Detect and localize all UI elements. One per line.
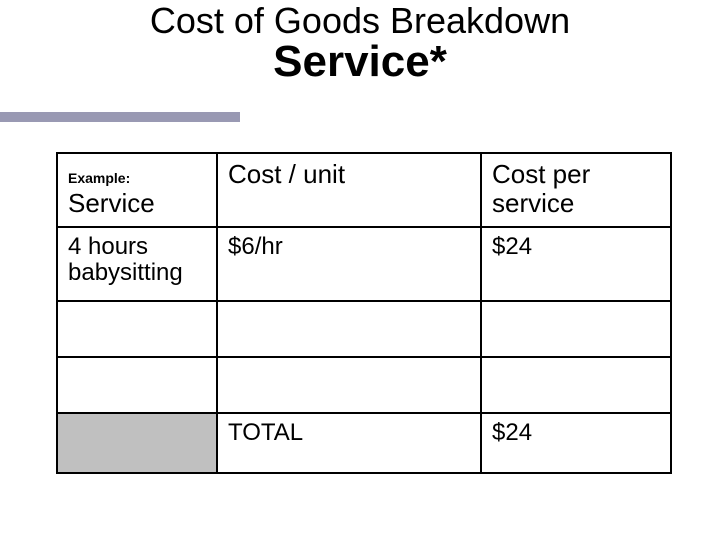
cell-service [57, 301, 217, 357]
title-block: Cost of Goods Breakdown Service* [0, 0, 720, 84]
header-cost-unit: Cost / unit [217, 153, 481, 227]
total-cell-value: $24 [481, 413, 671, 473]
cell-cost-unit [217, 301, 481, 357]
cell-service: 4 hours babysitting [57, 227, 217, 301]
accent-rule [0, 112, 240, 122]
example-label: Example: [68, 170, 130, 186]
slide: Cost of Goods Breakdown Service* Example… [0, 0, 720, 540]
header-service: Service [68, 188, 155, 218]
cost-table: Example: Service Cost / unit Cost per se… [56, 152, 672, 474]
total-cell-service [57, 413, 217, 473]
cell-cost-unit: $6/hr [217, 227, 481, 301]
cell-cost-unit [217, 357, 481, 413]
table-row [57, 357, 671, 413]
table-header-row: Example: Service Cost / unit Cost per se… [57, 153, 671, 227]
header-service-cell: Example: Service [57, 153, 217, 227]
total-cell-label: TOTAL [217, 413, 481, 473]
title-line2: Service* [273, 37, 447, 86]
table-total-row: TOTAL $24 [57, 413, 671, 473]
table-row [57, 301, 671, 357]
header-cost-per-service: Cost per service [481, 153, 671, 227]
cell-cost-per-service [481, 301, 671, 357]
title-line1: Cost of Goods Breakdown [0, 2, 720, 40]
table-row: 4 hours babysitting $6/hr $24 [57, 227, 671, 301]
cell-service [57, 357, 217, 413]
cost-table-wrap: Example: Service Cost / unit Cost per se… [56, 152, 670, 474]
cell-cost-per-service: $24 [481, 227, 671, 301]
title-line2-wrap: Service* [273, 40, 447, 84]
cell-cost-per-service [481, 357, 671, 413]
